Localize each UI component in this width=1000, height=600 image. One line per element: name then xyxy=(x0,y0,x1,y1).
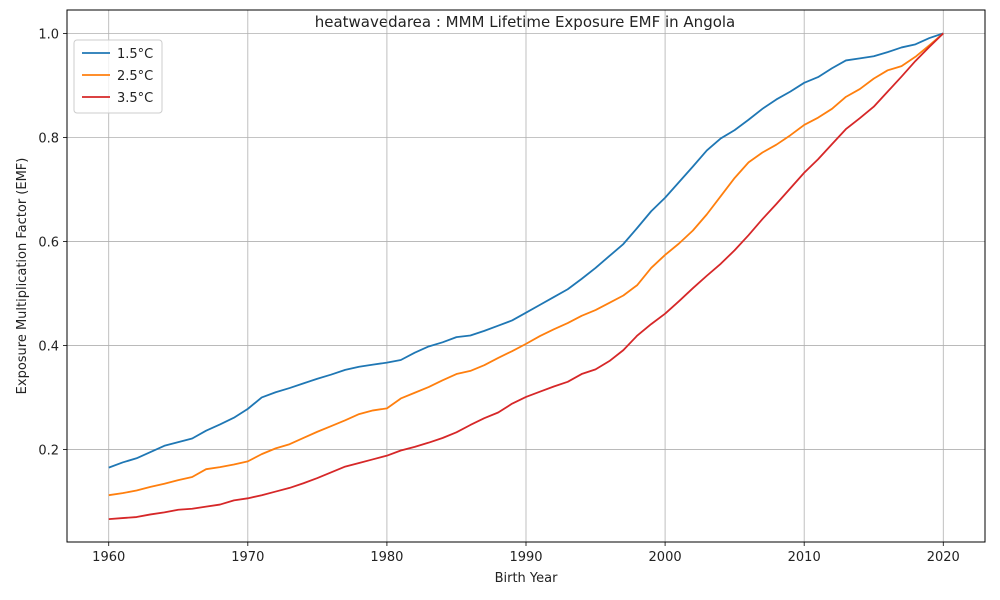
y-tick-label: 0.2 xyxy=(38,443,59,458)
chart-title: heatwavedarea : MMM Lifetime Exposure EM… xyxy=(315,13,736,31)
x-tick-label: 2020 xyxy=(927,550,960,565)
y-tick-label: 0.6 xyxy=(38,235,59,250)
y-tick-label: 0.8 xyxy=(38,131,59,146)
series-lines xyxy=(108,32,944,521)
legend: 1.5°C 2.5°C 3.5°C xyxy=(73,39,163,114)
x-axis-title: Birth Year xyxy=(495,571,559,586)
legend-label-3-5-c: 3.5°C xyxy=(117,91,153,106)
legend-label-2-5-c: 2.5°C xyxy=(117,69,153,84)
series-line-3-5-c xyxy=(108,32,944,521)
x-tick-label: 1970 xyxy=(231,550,264,565)
legend-frame xyxy=(73,39,163,114)
series-line-1-5-c xyxy=(108,32,944,469)
series-line-2-5-c xyxy=(108,32,944,497)
axis-ticks: 1960 1970 1980 1990 2000 2010 2020 0.2 0.4 0.6 0.8… xyxy=(38,27,960,565)
y-tick-label: 0.4 xyxy=(38,339,59,354)
grid xyxy=(67,10,985,542)
x-tick-label: 1990 xyxy=(509,550,542,565)
y-tick-label: 1.0 xyxy=(38,27,59,42)
legend-label-1-5-c: 1.5°C xyxy=(117,47,153,62)
x-tick-label: 1960 xyxy=(92,550,125,565)
x-tick-label: 2000 xyxy=(649,550,682,565)
x-tick-label: 2010 xyxy=(788,550,821,565)
x-tick-label: 1980 xyxy=(370,550,403,565)
y-axis-title: Exposure Multiplication Factor (EMF) xyxy=(15,158,30,395)
